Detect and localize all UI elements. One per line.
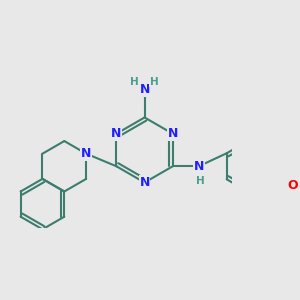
Text: H: H	[130, 77, 139, 87]
Text: N: N	[140, 83, 150, 96]
Text: O: O	[288, 179, 298, 192]
Text: H: H	[150, 77, 159, 87]
Text: N: N	[81, 147, 91, 160]
Text: N: N	[194, 160, 204, 173]
Text: N: N	[168, 127, 178, 140]
Text: N: N	[111, 127, 122, 140]
Text: N: N	[140, 176, 150, 189]
Text: H: H	[196, 176, 205, 186]
